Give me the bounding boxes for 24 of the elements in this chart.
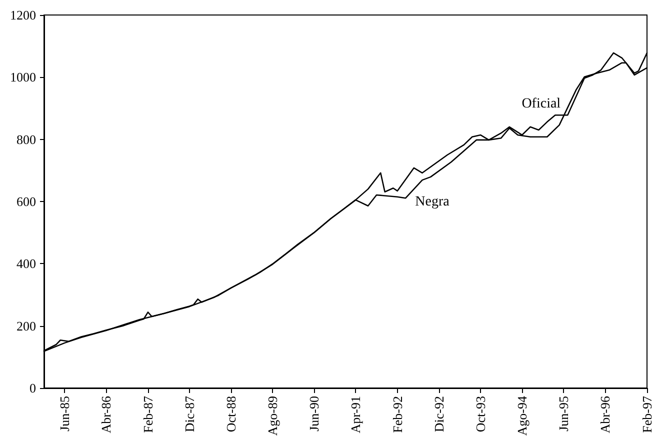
x-tick-label: Oct-88 — [224, 396, 239, 432]
x-tick-label: Apr-91 — [348, 396, 364, 434]
series-label: Negra — [415, 194, 450, 210]
y-tick-label: 200 — [16, 318, 36, 334]
x-tick-label: Feb-92 — [390, 396, 405, 433]
x-tick-label: Jun-90 — [306, 396, 322, 432]
y-tick-label: 600 — [16, 194, 36, 209]
x-tick-label: Dic-87 — [182, 396, 197, 432]
x-tick-label: Ago-89 — [265, 396, 280, 436]
x-tick-label: Feb-87 — [140, 396, 156, 433]
y-tick-label: 1200 — [10, 8, 36, 22]
x-tick-label: Abr-96 — [598, 396, 613, 434]
x-tick-label: Feb-97 — [640, 396, 654, 433]
series-label: Oficial — [522, 96, 561, 112]
x-tick-label: Jun-95 — [556, 396, 572, 432]
x-tick-label: Ago-94 — [514, 396, 530, 436]
x-tick-label: Jun-85 — [57, 396, 72, 432]
y-tick-label: 800 — [16, 132, 36, 147]
x-tick-label: Oct-93 — [472, 396, 488, 432]
y-tick-label: 0 — [30, 380, 36, 396]
x-tick-label: Dic-92 — [431, 396, 446, 432]
y-tick-label: 1000 — [10, 70, 36, 85]
y-tick-label: 400 — [16, 256, 36, 272]
x-tick-label: Abr-86 — [98, 396, 114, 434]
